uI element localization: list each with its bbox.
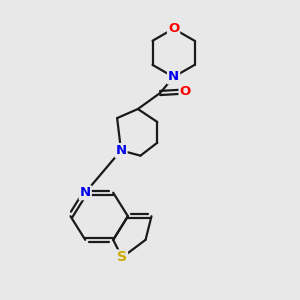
Text: N: N	[168, 70, 179, 83]
Text: O: O	[179, 85, 191, 98]
Text: N: N	[116, 144, 127, 157]
Text: O: O	[168, 22, 179, 35]
Text: S: S	[117, 250, 127, 265]
Text: N: N	[80, 186, 91, 199]
